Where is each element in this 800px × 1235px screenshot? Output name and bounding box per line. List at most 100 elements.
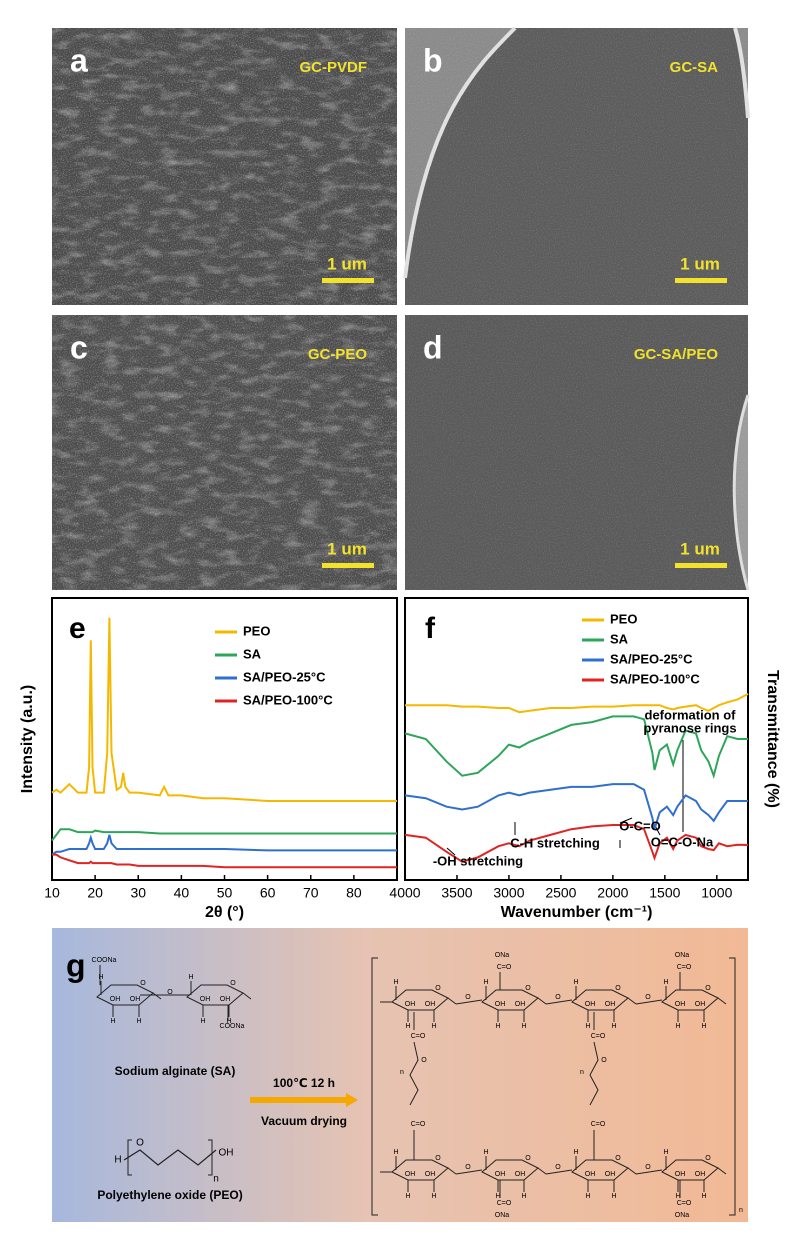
atom-label: O [601,1057,607,1064]
x-tick-label: 70 [303,885,319,901]
atom-label: O [421,1057,427,1064]
atom-label: ONa [495,1212,510,1219]
atom-label: O [615,1155,621,1162]
bond [455,999,483,1005]
bond [455,1169,483,1175]
atom-label: H [521,1023,526,1030]
atom-label: C=O [677,964,692,971]
panel-label: d [423,329,443,365]
sem-image: d GC-SA/PEO 1 um [405,315,750,591]
atom-label: n [213,1174,219,1185]
sem-image: b GC-SA 1 um [403,26,750,305]
x-tick-label: 80 [346,885,362,901]
atom-label: C=O [497,964,512,971]
scale-bar [675,278,727,283]
atom-label: H [405,1193,410,1200]
atom-label: ONa [495,952,510,959]
x-tick-label: 20 [87,885,103,901]
legend-label: SA [243,646,262,661]
atom-label: C=O [677,1200,692,1207]
bond [447,997,457,1005]
x-tick-label: 1500 [649,885,680,901]
atom-label: OH [585,1171,596,1178]
sample-caption: GC-PEO [308,346,368,363]
x-axis-title: 2θ (°) [205,904,244,921]
atom-label: H [663,1149,668,1156]
series-line [404,715,748,780]
bracket [371,957,736,1216]
x-tick-label: 50 [217,885,233,901]
atom-label: n [580,1069,584,1076]
atom-label: OH [130,996,141,1003]
atom-label: H [611,1023,616,1030]
series-line [404,783,748,830]
atom-label: C=O [411,1033,426,1040]
scale-bar [675,563,727,568]
atom-label: OH [515,1171,526,1178]
atom-label: OH [695,1171,706,1178]
atom-label: OH [405,1171,416,1178]
atom-label: H [431,1023,436,1030]
reaction-arrow [250,1097,348,1103]
x-tick-label: 2500 [545,885,576,901]
atom-label: O [555,994,561,1001]
atom-label: H [110,1018,115,1025]
x-tick-label: 40 [174,885,190,901]
panel-label: a [70,42,88,78]
condition: 100℃ 12 h [273,1076,335,1090]
annotation: deformation of [645,707,737,722]
atom-label: OH [110,996,121,1003]
sample-caption: GC-PVDF [300,59,368,76]
atom-label: H [675,1193,680,1200]
annotation: O=C-O-Na [651,834,714,849]
bond [717,1167,727,1175]
atom-label: O [705,1155,711,1162]
atom-label: H [495,1193,500,1200]
panel-label: c [70,329,88,365]
x-tick-label: 3000 [493,885,524,901]
scheme-background [52,928,748,1222]
bond [545,999,573,1005]
atom-label: H [701,1023,706,1030]
annotation: C-H stretching [510,835,600,850]
panel-label: b [423,42,443,78]
atom-label: OH [495,1001,506,1008]
atom-label: H [393,979,398,986]
compound-name: Sodium alginate (SA) [115,1064,236,1078]
atom-label: COONa [220,1023,245,1030]
atom-label: H [405,1023,410,1030]
bond [589,1041,599,1106]
sem-texture [52,28,397,305]
bracket [127,1139,213,1176]
atom-label: H [573,979,578,986]
atom-label: O [525,1155,531,1162]
atom-label: H [393,1149,398,1156]
bond [627,1167,637,1175]
atom-label: O [615,985,621,992]
bond [447,1167,457,1175]
sem-texture [405,28,748,305]
legend-label: PEO [243,623,270,638]
atom-label: H [495,1023,500,1030]
atom-label: ONa [675,1212,690,1219]
scale-bar [322,563,374,568]
panel-label: e [69,612,86,645]
atom-label: OH [585,1001,596,1008]
atom-label: OH [675,1001,686,1008]
atom-label: H [611,1193,616,1200]
atom-label: H [200,1018,205,1025]
x-tick-label: 2000 [597,885,628,901]
legend-label: SA/PEO-25°C [610,651,693,666]
x-tick-label: 3500 [441,885,472,901]
sem-texture [405,315,748,590]
atom-label: O [645,994,651,1001]
x-tick-label: 4000 [389,885,420,901]
sample-caption: GC-SA [670,59,719,76]
x-axis-title: Wavenumber (cm⁻¹) [501,904,653,921]
atom-label: H [675,1023,680,1030]
x-tick-label: 30 [130,885,146,901]
atom-label: O [435,1155,441,1162]
sem-texture [52,315,397,590]
atom-label: H [663,979,668,986]
atom-label: OH [425,1171,436,1178]
